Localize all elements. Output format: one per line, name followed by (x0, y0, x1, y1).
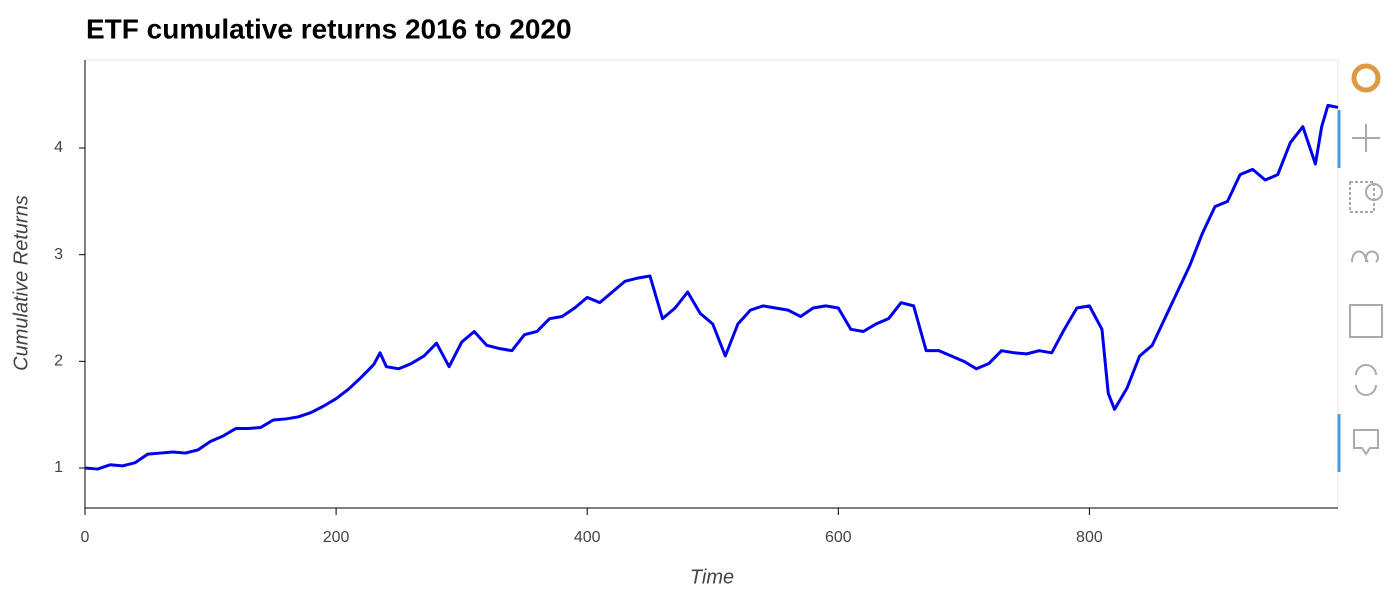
bokeh-logo[interactable] (1351, 63, 1381, 93)
plot-frame (84, 59, 1339, 509)
y-tick-label: 2 (54, 353, 63, 370)
data-line (84, 103, 1339, 471)
chart-title: ETF cumulative returns 2016 to 2020 (86, 13, 572, 44)
y-tick-label: 1 (54, 459, 63, 476)
y-tick-label: 3 (54, 246, 63, 263)
y-axis-label: Cumulative Returns (10, 195, 32, 371)
x-axis-label: Time (690, 566, 734, 588)
pan-tool[interactable] (1352, 124, 1380, 152)
x-tick-label: 600 (825, 529, 852, 546)
y-tick-label: 4 (54, 139, 63, 156)
zoom-tool[interactable] (1349, 181, 1375, 213)
save-tool[interactable] (1349, 304, 1383, 338)
x-tick-label: 200 (323, 529, 350, 546)
hover-tool[interactable] (1353, 429, 1379, 456)
toolbar (1337, 63, 1383, 472)
reset-tool[interactable] (1355, 364, 1377, 396)
x-tick-label: 400 (574, 529, 601, 546)
x-tick-label: 0 (81, 529, 90, 546)
wheel-zoom-tool[interactable] (1351, 250, 1379, 263)
x-tick-label: 800 (1076, 529, 1103, 546)
